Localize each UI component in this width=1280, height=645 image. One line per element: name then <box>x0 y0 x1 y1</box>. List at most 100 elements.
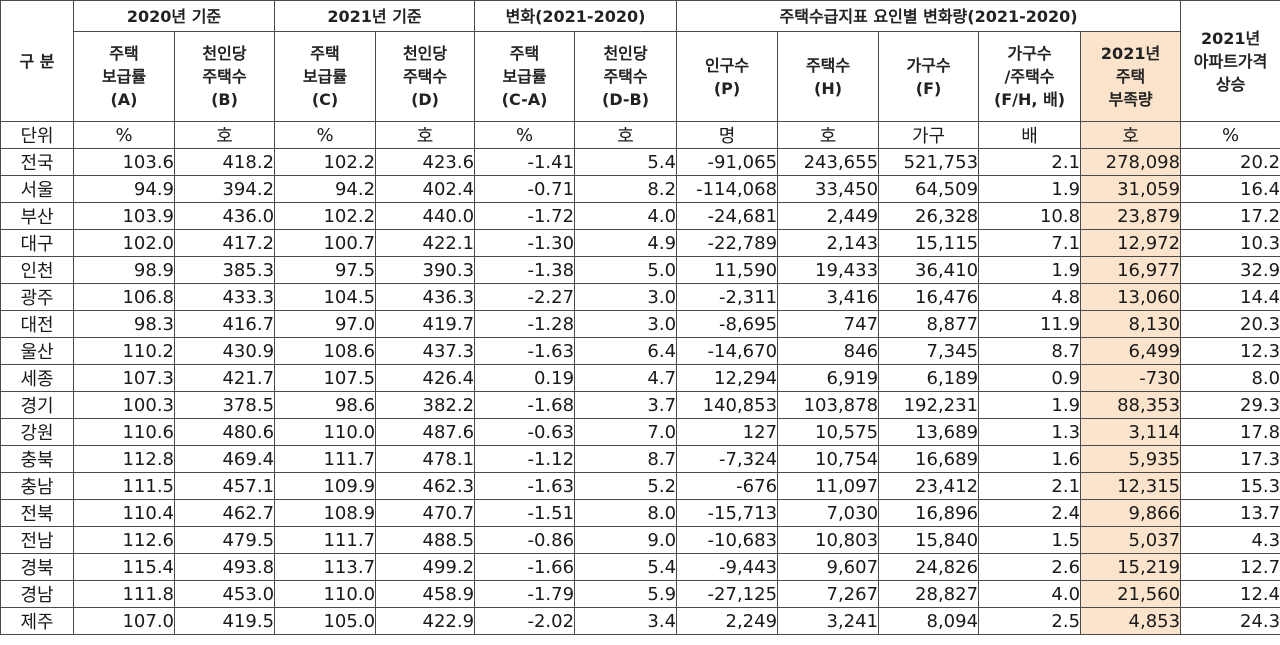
cell-population: 140,853 <box>676 391 779 419</box>
cell-housing: 846 <box>777 337 880 365</box>
cell-population: -9,443 <box>676 553 779 581</box>
table-row: 부산 103.9 436.0 102.2 440.0 -1.72 4.0 -24,681 2,4… <box>0 202 1280 230</box>
cell-apartment-price-rise: 17.2 <box>1180 202 1280 230</box>
cell-per-thousand-b: 416.7 <box>173 310 276 338</box>
cell-supply-rate-a: 115.4 <box>73 553 175 581</box>
cell-region: 세종 <box>0 364 74 392</box>
table-row: 전북 110.4 462.7 108.9 470.7 -1.51 8.0 -15,713 7,0… <box>0 499 1280 527</box>
cell-households: 521,753 <box>878 148 980 176</box>
col-header-per-thousand-d: 천인당 주택수 (D) <box>375 31 476 122</box>
cell-per-thousand-d: 422.1 <box>375 229 476 257</box>
cell-per-thousand-b: 480.6 <box>173 418 276 446</box>
cell-household-per-housing: 2.4 <box>978 499 1082 527</box>
unit-cell-housing: 호 <box>777 121 880 149</box>
cell-supply-rate-a: 107.0 <box>73 607 175 635</box>
cell-apartment-price-rise: 8.0 <box>1180 364 1280 392</box>
cell-apartment-price-rise: 13.7 <box>1180 499 1280 527</box>
cell-housing: 7,267 <box>777 580 880 608</box>
table-row: 서울 94.9 394.2 94.2 402.4 -0.71 8.2 -114,068 33,4… <box>0 175 1280 203</box>
cell-per-thousand-b: 462.7 <box>173 499 276 527</box>
cell-supply-rate-change: -1.28 <box>474 310 576 338</box>
cell-housing-shortage: 3,114 <box>1080 418 1182 446</box>
cell-households: 7,345 <box>878 337 980 365</box>
cell-apartment-price-rise: 20.2 <box>1180 148 1280 176</box>
table-row: 대전 98.3 416.7 97.0 419.7 -1.28 3.0 -8,695 747 8,8… <box>0 310 1280 338</box>
cell-supply-rate-a: 102.0 <box>73 229 175 257</box>
cell-housing: 3,241 <box>777 607 880 635</box>
cell-region: 제주 <box>0 607 74 635</box>
cell-per-thousand-change: 3.0 <box>574 310 678 338</box>
cell-population: -7,324 <box>676 445 779 473</box>
cell-region: 충남 <box>0 472 74 500</box>
cell-supply-rate-change: -2.02 <box>474 607 576 635</box>
cell-housing-shortage: 31,059 <box>1080 175 1182 203</box>
cell-supply-rate-c: 100.7 <box>274 229 377 257</box>
cell-region: 울산 <box>0 337 74 365</box>
cell-housing-shortage: 12,972 <box>1080 229 1182 257</box>
cell-households: 36,410 <box>878 256 980 284</box>
cell-apartment-price-rise: 12.7 <box>1180 553 1280 581</box>
cell-per-thousand-d: 419.7 <box>375 310 476 338</box>
cell-households: 15,115 <box>878 229 980 257</box>
cell-population: -24,681 <box>676 202 779 230</box>
cell-per-thousand-d: 423.6 <box>375 148 476 176</box>
cell-per-thousand-d: 488.5 <box>375 526 476 554</box>
cell-per-thousand-b: 436.0 <box>173 202 276 230</box>
col-header-per-thousand-b: 천인당 주택수 (B) <box>173 31 276 122</box>
cell-apartment-price-rise: 15.3 <box>1180 472 1280 500</box>
cell-households: 16,689 <box>878 445 980 473</box>
cell-population: -8,695 <box>676 310 779 338</box>
cell-supply-rate-a: 112.8 <box>73 445 175 473</box>
cell-apartment-price-rise: 4.3 <box>1180 526 1280 554</box>
apartment-price-header: 2021년 아파트가격 상승 <box>1180 0 1280 122</box>
cell-supply-rate-c: 94.2 <box>274 175 377 203</box>
col-header-supply-rate-change: 주택 보급률 (C-A) <box>474 31 576 122</box>
table-row: 광주 106.8 433.3 104.5 436.3 -2.27 3.0 -2,311 3,41… <box>0 283 1280 311</box>
cell-per-thousand-b: 385.3 <box>173 256 276 284</box>
cell-apartment-price-rise: 24.3 <box>1180 607 1280 635</box>
cell-supply-rate-c: 104.5 <box>274 283 377 311</box>
unit-cell-household-per-housing: 배 <box>978 121 1082 149</box>
cell-housing-shortage: 4,853 <box>1080 607 1182 635</box>
table-row: 제주 107.0 419.5 105.0 422.9 -2.02 3.4 2,249 3,241… <box>0 607 1280 635</box>
cell-supply-rate-a: 110.2 <box>73 337 175 365</box>
unit-cell-per-thousand-change: 호 <box>574 121 678 149</box>
group-header-factors: 주택수급지표 요인별 변화량(2021-2020) <box>676 0 1182 32</box>
cell-households: 6,189 <box>878 364 980 392</box>
cell-region: 경기 <box>0 391 74 419</box>
cell-region: 전남 <box>0 526 74 554</box>
cell-supply-rate-a: 103.6 <box>73 148 175 176</box>
cell-supply-rate-a: 110.4 <box>73 499 175 527</box>
cell-household-per-housing: 1.6 <box>978 445 1082 473</box>
cell-per-thousand-d: 390.3 <box>375 256 476 284</box>
cell-per-thousand-b: 493.8 <box>173 553 276 581</box>
cell-population: 2,249 <box>676 607 779 635</box>
cell-housing-shortage: 5,935 <box>1080 445 1182 473</box>
cell-housing-shortage: -730 <box>1080 364 1182 392</box>
cell-supply-rate-change: -1.72 <box>474 202 576 230</box>
cell-per-thousand-change: 3.7 <box>574 391 678 419</box>
cell-supply-rate-c: 105.0 <box>274 607 377 635</box>
cell-supply-rate-change: -1.12 <box>474 445 576 473</box>
cell-supply-rate-c: 98.6 <box>274 391 377 419</box>
cell-housing: 243,655 <box>777 148 880 176</box>
cell-households: 16,476 <box>878 283 980 311</box>
cell-per-thousand-b: 453.0 <box>173 580 276 608</box>
cell-households: 192,231 <box>878 391 980 419</box>
cell-housing: 103,878 <box>777 391 880 419</box>
cell-supply-rate-c: 102.2 <box>274 148 377 176</box>
cell-population: 12,294 <box>676 364 779 392</box>
cell-population: 11,590 <box>676 256 779 284</box>
cell-per-thousand-d: 422.9 <box>375 607 476 635</box>
cell-per-thousand-d: 487.6 <box>375 418 476 446</box>
unit-cell-region: 단위 <box>0 121 74 149</box>
col-header-supply-rate-a: 주택 보급률 (A) <box>73 31 175 122</box>
cell-region: 강원 <box>0 418 74 446</box>
cell-supply-rate-c: 110.0 <box>274 580 377 608</box>
col-header-households: 가구수 (F) <box>878 31 980 122</box>
cell-per-thousand-d: 402.4 <box>375 175 476 203</box>
region-header: 구 분 <box>0 0 74 122</box>
cell-housing-shortage: 278,098 <box>1080 148 1182 176</box>
cell-supply-rate-change: -0.71 <box>474 175 576 203</box>
